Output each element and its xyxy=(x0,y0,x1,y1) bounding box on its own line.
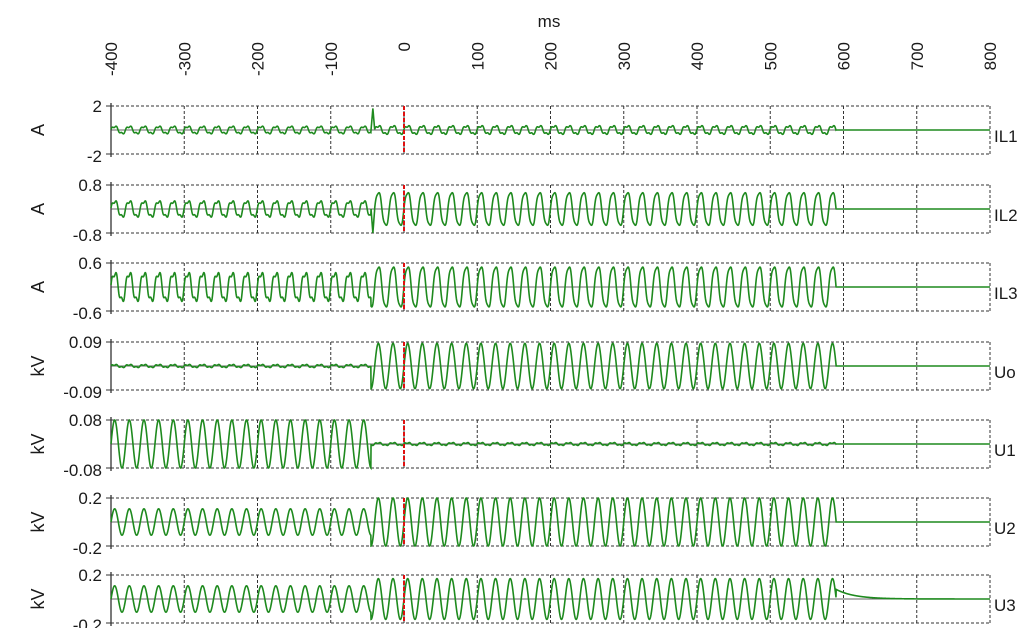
channel-name: IL1 xyxy=(994,127,1018,146)
y-unit-label: kV xyxy=(28,511,48,532)
channel-panel-u3: 0.2 -0.2 kV U3 xyxy=(28,566,1016,628)
channel-panel-il2: 0.8 -0.8 A IL2 xyxy=(28,176,1018,245)
channel-panel-u2: 0.2 -0.2 kV U2 xyxy=(28,489,1016,558)
y-unit-label: A xyxy=(28,203,48,215)
x-tick-label: -100 xyxy=(322,42,341,76)
x-tick-label: 200 xyxy=(542,42,561,70)
waveform-uo xyxy=(110,342,990,390)
x-tick-label: 300 xyxy=(615,42,634,70)
x-tick-label: 600 xyxy=(835,42,854,70)
y-tick-label-min: -0.08 xyxy=(63,461,102,480)
y-unit-label: A xyxy=(28,281,48,293)
waveform-u2 xyxy=(110,497,990,548)
y-tick-label-max: 0.09 xyxy=(69,333,102,352)
x-tick-label: 100 xyxy=(468,42,487,70)
y-tick-label-min: -0.2 xyxy=(73,616,102,628)
x-axis-label: ms xyxy=(538,12,561,31)
y-tick-label-max: 0.8 xyxy=(78,176,102,195)
channel-name: IL3 xyxy=(994,284,1018,303)
y-unit-label: kV xyxy=(28,588,48,609)
x-tick-label: 0 xyxy=(395,42,414,51)
waveform-il2 xyxy=(110,191,990,234)
y-tick-label-min: -0.2 xyxy=(73,539,102,558)
x-tick-label: 500 xyxy=(761,42,780,70)
channel-name: U2 xyxy=(994,519,1016,538)
channel-name: IL2 xyxy=(994,206,1018,225)
y-tick-label-min: -0.8 xyxy=(73,226,102,245)
x-tick-label: 400 xyxy=(688,42,707,70)
channel-name: U1 xyxy=(994,441,1016,460)
waveform-u3 xyxy=(110,577,990,621)
y-tick-label-max: 0.2 xyxy=(78,489,102,508)
y-tick-label-max: 0.2 xyxy=(78,566,102,585)
y-tick-label-max: 2 xyxy=(93,97,102,116)
y-unit-label: kV xyxy=(28,355,48,376)
x-tick-label: -200 xyxy=(249,42,268,76)
channel-panels: 2 -2 A IL1 0.8 -0.8 A IL2 0.6 -0.6 A IL3 0.09 -0.09 kV… xyxy=(28,97,1018,628)
channel-name: Uo xyxy=(994,363,1016,382)
waveform-il1 xyxy=(110,108,990,136)
channel-panel-il3: 0.6 -0.6 A IL3 xyxy=(28,254,1018,323)
channel-name: U3 xyxy=(994,596,1016,615)
waveform-il3 xyxy=(110,266,990,308)
waveform-u1 xyxy=(110,419,990,471)
y-unit-label: kV xyxy=(28,433,48,454)
channel-panel-u1: 0.08 -0.08 kV U1 xyxy=(28,411,1016,480)
y-tick-label-min: -2 xyxy=(87,147,102,166)
y-unit-label: A xyxy=(28,124,48,136)
channel-panel-il1: 2 -2 A IL1 xyxy=(28,97,1018,166)
x-tick-label: -300 xyxy=(175,42,194,76)
channel-panel-uo: 0.09 -0.09 kV Uo xyxy=(28,333,1016,402)
y-tick-label-min: -0.6 xyxy=(73,304,102,323)
x-tick-label: 700 xyxy=(908,42,927,70)
y-tick-label-max: 0.08 xyxy=(69,411,102,430)
x-tick-label: 800 xyxy=(981,42,1000,70)
x-tick-label: -400 xyxy=(102,42,121,76)
x-tick-labels: -400 -300 -200 -100 0 100 200 300 400 500 600 700 80… xyxy=(102,42,1000,76)
y-tick-label-max: 0.6 xyxy=(78,254,102,273)
y-tick-label-min: -0.09 xyxy=(63,383,102,402)
